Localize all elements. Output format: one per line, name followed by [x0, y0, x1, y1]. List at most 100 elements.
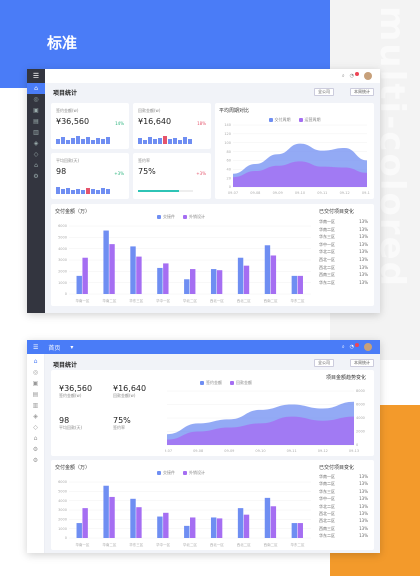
stat-item: ¥16,640 回款金额(w): [113, 384, 147, 398]
bar: [109, 244, 115, 294]
legend-item: 交接件: [157, 214, 175, 220]
nav-icon-7[interactable]: ⌂: [33, 435, 38, 442]
y-tick-label: 0: [65, 292, 67, 296]
x-tick-label: 西南二区: [264, 542, 278, 547]
stat-card: 回款金额(w) ¥16,640 18%: [133, 103, 211, 149]
y-tick-label: 8000: [356, 389, 365, 393]
nav-icon-4[interactable]: ▥: [33, 129, 39, 136]
chart-legend: 交接件 外销设计: [51, 214, 311, 220]
x-tick-label: 华北二区: [183, 298, 197, 303]
x-tick-label: 09-09: [224, 449, 234, 453]
rank-row: 西北一区 13%: [319, 510, 374, 517]
y-tick-label: 5000: [58, 236, 67, 240]
nav-icon-1[interactable]: ◎: [33, 96, 39, 103]
nav-icon-2[interactable]: ▣: [32, 380, 39, 387]
rank-value: 13%: [359, 496, 368, 502]
y-tick-label: 20: [227, 176, 231, 180]
rank-name: 华东二区: [319, 279, 335, 285]
rank-name: 华东三区: [319, 488, 335, 494]
y-tick-label: 1000: [58, 527, 67, 531]
x-tick-label: 09-10: [295, 191, 305, 195]
rank-value: 13%: [359, 474, 368, 479]
watermark-text: multi-colored: [372, 6, 412, 288]
nav-icon-6[interactable]: ◇: [33, 151, 39, 158]
rank-title: 已交付项目变化: [319, 465, 355, 471]
bar: [163, 263, 169, 294]
dashboard-screen-dark: ☰ ⌂ ◎ ▣ ▤ ▥ ◈ ◇ ⌂ ⚙ ⌕ ◔ 项目统计 全公司 本周统计 签约…: [27, 69, 380, 313]
legend-item: 运营周期: [298, 117, 321, 123]
main-content: 项目统计 全公司 本周统计 签约金额(w) ¥36,560 14% 回款金额(w…: [45, 83, 380, 313]
home-icon[interactable]: ⌂: [33, 358, 38, 365]
bar: [157, 267, 163, 294]
rank-row: 华南二区 13%: [319, 226, 374, 234]
x-tick-label: 09-12: [318, 449, 328, 453]
bell-icon[interactable]: ◔: [349, 344, 354, 350]
rank-row: 西南三区 13%: [319, 525, 374, 532]
period-select[interactable]: 本周统计: [350, 88, 374, 96]
nav-icon-2[interactable]: ▣: [33, 107, 39, 114]
home-nav: ☰ 首页 ▾: [33, 343, 73, 352]
rank-value: 13%: [359, 234, 368, 240]
rank-name: 西北二区: [319, 264, 335, 270]
stat-label: 回款金额(w): [138, 108, 161, 113]
x-tick-label: 华东三区: [129, 298, 143, 303]
bell-icon[interactable]: ◔: [349, 73, 354, 79]
bar: [109, 496, 115, 538]
avatar[interactable]: [364, 343, 372, 351]
nav-icon-4[interactable]: ▥: [32, 402, 39, 409]
stat-value: 98: [56, 167, 67, 176]
bar: [291, 275, 298, 294]
bar: [190, 517, 196, 538]
nav-icon-7[interactable]: ⌂: [34, 162, 38, 169]
y-tick-label: 0: [229, 185, 231, 189]
bar: [76, 275, 82, 294]
rank-row: 华东三区 13%: [319, 488, 374, 495]
rank-value: 13%: [359, 241, 368, 247]
home-link[interactable]: 首页: [48, 344, 61, 352]
section-title: 标准: [47, 34, 78, 52]
legend-item: 回款金额: [230, 380, 252, 386]
bar: [291, 523, 298, 538]
nav-icon-8[interactable]: ⚙: [33, 173, 39, 180]
nav-icon-8[interactable]: ⚙: [32, 446, 39, 453]
nav-icon-1[interactable]: ◎: [32, 369, 39, 376]
chart-legend: 签约金额 回款金额: [161, 380, 291, 386]
rank-list: 已交付项目变化 华南一区 13% 华南二区 13% 华东三区 13% 华中一区 13% 华北二区…: [319, 208, 374, 286]
stat-change: +3%: [114, 171, 124, 176]
nav-icon-3[interactable]: ▤: [33, 118, 39, 125]
home-icon[interactable]: ⌂: [27, 83, 45, 94]
y-tick-label: 60: [227, 159, 231, 163]
company-select[interactable]: 全公司: [314, 88, 334, 96]
nav-icon-6[interactable]: ◇: [33, 424, 38, 431]
search-icon[interactable]: ⌕: [341, 344, 345, 350]
stat-value: 75%: [138, 167, 156, 176]
rank-row: 华南一区 13%: [319, 218, 374, 226]
menu-icon[interactable]: ☰: [33, 343, 39, 351]
area-series: [167, 416, 354, 445]
x-tick-label: 华北二区: [183, 542, 197, 547]
period-select[interactable]: 本周统计: [350, 359, 374, 367]
search-icon[interactable]: ⌕: [341, 73, 345, 79]
rank-name: 华东二区: [319, 533, 335, 539]
rank-row: 华东三区 13%: [319, 233, 374, 241]
stat-label: 签约率: [138, 158, 150, 163]
menu-icon[interactable]: ☰: [32, 72, 40, 80]
x-tick-label: 09-07: [165, 449, 172, 453]
x-tick-label: 西北一区: [210, 542, 224, 547]
bar: [264, 245, 271, 294]
nav-icon-3[interactable]: ▤: [32, 391, 39, 398]
avatar[interactable]: [364, 72, 372, 80]
x-tick-label: 西北二区: [237, 298, 251, 303]
dropdown-icon[interactable]: ▾: [70, 343, 74, 351]
area-chart-card: 平均周期对比 交付周期 运营周期 0 20 40 60 80 100 120 140 09-07…: [215, 103, 374, 199]
bar: [210, 517, 217, 538]
nav-icon-9[interactable]: ⚙: [32, 457, 39, 464]
x-tick-label: 09-11: [287, 449, 297, 453]
bar: [297, 275, 303, 294]
bar: [216, 518, 223, 538]
company-select[interactable]: 全公司: [314, 359, 334, 367]
nav-icon-5[interactable]: ◈: [33, 413, 38, 420]
nav-icon-5[interactable]: ◈: [33, 140, 39, 147]
y-tick-label: 100: [224, 141, 231, 145]
rank-value: 13%: [359, 249, 368, 255]
